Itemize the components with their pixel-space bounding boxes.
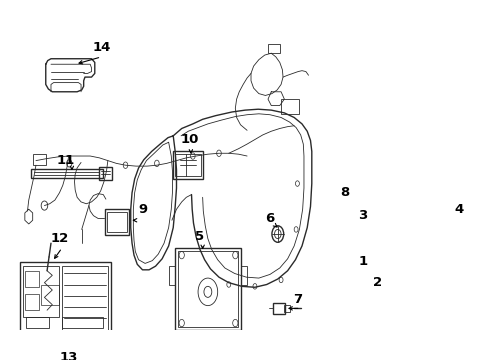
Text: 12: 12 — [51, 232, 69, 245]
Bar — [23, 266, 59, 317]
Bar — [241, 266, 247, 284]
Text: 11: 11 — [56, 154, 74, 167]
Bar — [273, 303, 285, 314]
Bar — [104, 209, 129, 235]
Bar — [454, 211, 460, 217]
Bar — [173, 152, 203, 179]
Bar — [379, 205, 409, 234]
Bar — [20, 262, 111, 349]
Text: 1: 1 — [358, 255, 368, 268]
Bar — [25, 271, 39, 287]
Bar — [439, 209, 450, 219]
Text: 13: 13 — [59, 351, 78, 360]
Bar — [268, 44, 280, 53]
Bar — [169, 266, 175, 284]
Bar — [62, 266, 108, 344]
Bar — [25, 294, 39, 310]
Text: 2: 2 — [373, 276, 382, 289]
Text: 9: 9 — [138, 203, 147, 216]
Text: 4: 4 — [455, 203, 464, 216]
Bar — [33, 154, 46, 165]
Bar — [99, 167, 112, 180]
Bar — [178, 252, 238, 327]
Bar — [284, 305, 290, 312]
Bar — [175, 154, 201, 176]
Bar — [26, 317, 49, 328]
Bar — [106, 212, 127, 232]
Bar — [281, 99, 299, 114]
Text: 8: 8 — [341, 186, 350, 199]
Text: 7: 7 — [293, 293, 302, 306]
Bar — [377, 202, 411, 237]
Text: 3: 3 — [358, 209, 368, 222]
Text: 14: 14 — [92, 41, 111, 54]
Bar — [62, 317, 102, 328]
Text: 10: 10 — [180, 133, 199, 146]
Text: 6: 6 — [265, 212, 274, 225]
Bar — [175, 248, 241, 330]
Bar — [31, 169, 103, 178]
Text: 5: 5 — [195, 230, 204, 243]
Bar — [41, 284, 59, 305]
